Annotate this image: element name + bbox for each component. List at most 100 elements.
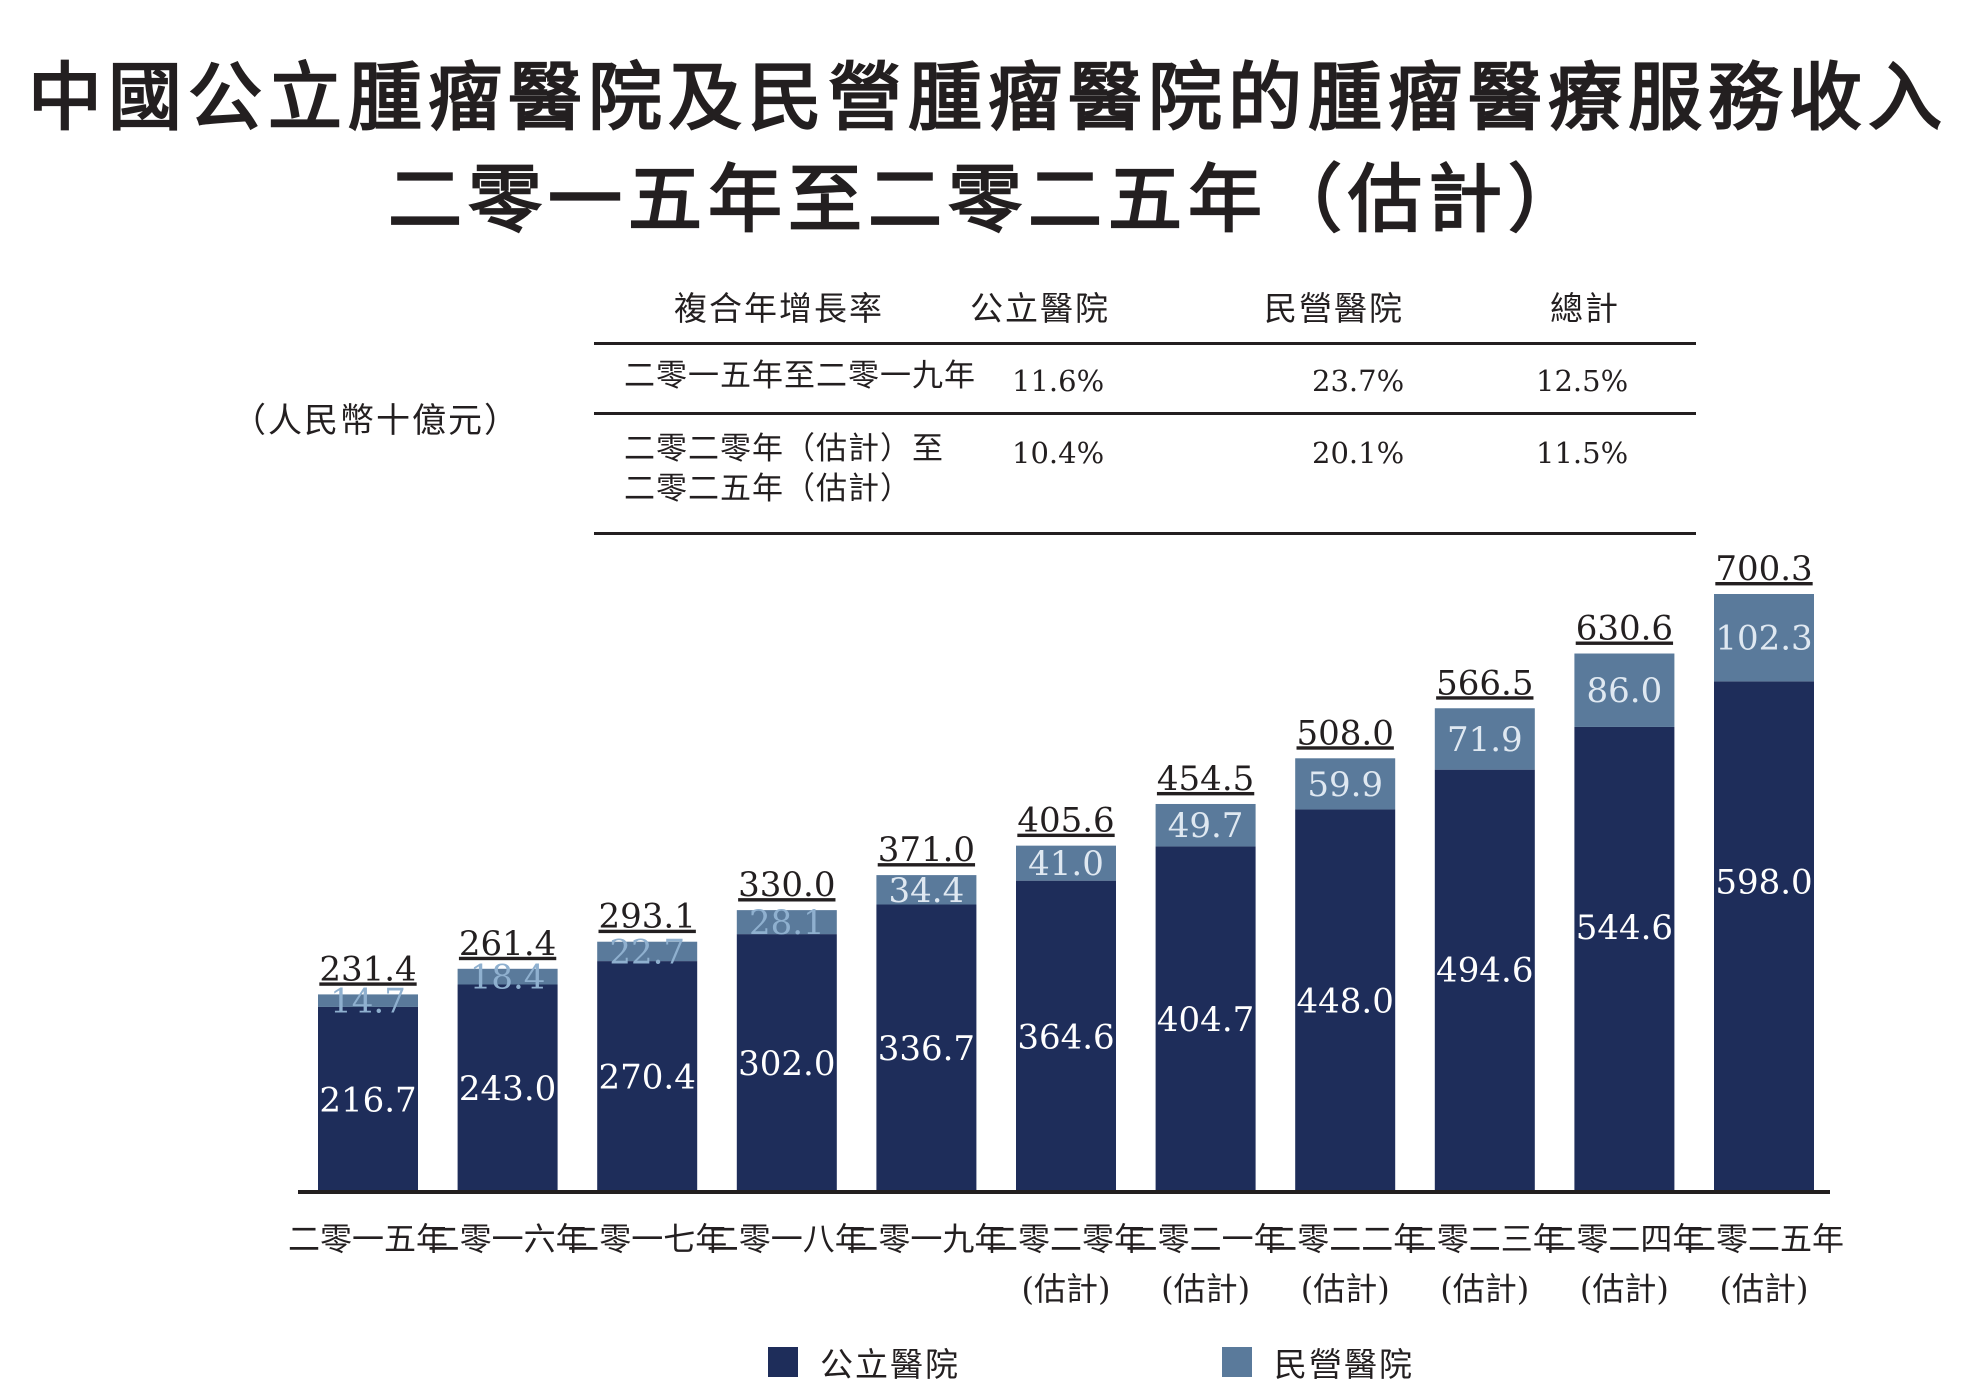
data-label-public: 448.0 <box>1297 982 1394 1022</box>
bar-private <box>457 968 558 985</box>
chart-title: 中國公立腫瘤醫院及民營腫瘤醫院的腫瘤醫療服務收入 <box>28 55 1948 141</box>
data-label-private: 14.7 <box>330 982 406 1022</box>
data-label-public: 270.4 <box>599 1058 696 1098</box>
cagr-row: 二零二零年（估計）至 二零二五年（估計） 10.4% 20.1% 11.5% <box>594 415 1696 532</box>
bar-public <box>1574 726 1675 1192</box>
cagr-table: 複合年增長率 公立醫院 民營醫院 總計 二零一五年至二零一九年 11.6% 23… <box>594 270 1696 535</box>
bar-private <box>1016 845 1116 881</box>
bar-private <box>1574 653 1675 727</box>
x-tick-label: (估計) <box>1301 1270 1390 1308</box>
data-label-public: 243.0 <box>459 1069 556 1109</box>
data-label-private: 102.3 <box>1715 619 1812 659</box>
x-tick-label: 二零一八年 <box>707 1220 867 1258</box>
x-tick-label: 二零二零年 <box>986 1220 1146 1258</box>
x-tick-label: 二零二四年 <box>1544 1220 1704 1258</box>
bar-private <box>736 910 837 935</box>
data-label-public: 336.7 <box>878 1029 975 1069</box>
bar-private <box>876 875 977 905</box>
x-tick-label: 二零二一年 <box>1126 1220 1286 1258</box>
cagr-rule-middle <box>594 412 1696 415</box>
legend-label-private: 民營醫院 <box>1274 1345 1414 1384</box>
x-tick-label: 二零一五年 <box>288 1220 448 1258</box>
bar-private <box>1295 758 1396 810</box>
data-label-public: 494.6 <box>1436 951 1533 991</box>
cagr-rule-top <box>594 342 1696 345</box>
data-label-public: 404.7 <box>1157 1000 1254 1040</box>
bar-public <box>1155 846 1256 1192</box>
cagr-rule-bottom <box>594 532 1696 535</box>
x-tick-label: (估計) <box>1161 1270 1250 1308</box>
data-label-public: 598.0 <box>1715 862 1812 902</box>
data-label-total: 508.0 <box>1297 713 1394 753</box>
cagr-header-private: 民營醫院 <box>1264 289 1404 328</box>
legend-swatch-private <box>1222 1347 1252 1377</box>
bar-public <box>876 904 977 1192</box>
data-label-private: 41.0 <box>1028 844 1104 884</box>
bar-private <box>1155 803 1256 847</box>
cagr-public-value: 10.4% <box>1012 436 1105 470</box>
data-label-private: 28.1 <box>749 903 825 943</box>
unit-label: （人民幣十億元） <box>232 401 520 441</box>
x-tick-label: 二零一九年 <box>846 1220 1006 1258</box>
bar-public <box>1016 880 1116 1192</box>
bar-public <box>1295 809 1396 1192</box>
legend-item-private: 民營醫院 <box>1222 1338 1414 1386</box>
bar-private <box>597 941 698 962</box>
data-label-total: 293.1 <box>599 897 696 937</box>
bar-public <box>597 961 698 1192</box>
bar-private <box>1434 708 1535 770</box>
cagr-period: 二零二零年（估計）至 二零二五年（估計） <box>624 431 944 507</box>
data-label-total: 700.3 <box>1715 549 1812 589</box>
data-label-total: 630.6 <box>1576 609 1673 649</box>
x-tick-label: 二零一六年 <box>428 1220 588 1258</box>
data-label-total: 231.4 <box>319 949 416 989</box>
x-tick-label: 二零一七年 <box>567 1220 727 1258</box>
data-label-public: 302.0 <box>738 1044 835 1084</box>
cagr-period: 二零一五年至二零一九年 <box>624 358 976 394</box>
x-tick-label: 二零二五年 <box>1684 1220 1844 1258</box>
data-label-private: 49.7 <box>1168 806 1244 846</box>
data-label-private: 22.7 <box>609 932 685 972</box>
bar-private <box>1714 594 1814 682</box>
x-tick-label: (估計) <box>1440 1270 1529 1308</box>
x-tick-label: 二零二三年 <box>1405 1220 1565 1258</box>
data-label-private: 59.9 <box>1307 765 1383 805</box>
cagr-row: 二零一五年至二零一九年 11.6% 23.7% 12.5% <box>594 345 1696 412</box>
cagr-public-value: 11.6% <box>1012 364 1105 398</box>
data-label-total: 454.5 <box>1157 759 1254 799</box>
cagr-header-total: 總計 <box>1550 289 1620 328</box>
cagr-header-row: 複合年增長率 公立醫院 民營醫院 總計 <box>594 270 1696 342</box>
data-label-total: 566.5 <box>1436 663 1533 703</box>
bar-public <box>457 984 558 1192</box>
x-tick-label: (估計) <box>1580 1270 1669 1308</box>
data-label-private: 86.0 <box>1587 671 1663 711</box>
legend-label-public: 公立醫院 <box>820 1345 960 1384</box>
data-label-private: 18.4 <box>470 958 546 998</box>
data-label-public: 544.6 <box>1576 908 1673 948</box>
bar-private <box>318 994 418 1007</box>
data-label-total: 261.4 <box>459 924 556 964</box>
x-tick-label: (估計) <box>1720 1270 1809 1308</box>
cagr-header-public: 公立醫院 <box>970 289 1110 328</box>
bar-public <box>1714 681 1814 1192</box>
data-label-public: 216.7 <box>319 1080 416 1120</box>
data-label-total: 405.6 <box>1017 801 1114 841</box>
cagr-total-value: 11.5% <box>1536 436 1629 470</box>
x-tick-label: (估計) <box>1022 1270 1111 1308</box>
bar-public <box>1434 769 1535 1192</box>
legend-swatch-public <box>768 1347 798 1377</box>
bar-public <box>736 934 837 1192</box>
cagr-private-value: 23.7% <box>1312 364 1405 398</box>
legend-item-public: 公立醫院 <box>768 1338 960 1386</box>
cagr-total-value: 12.5% <box>1536 364 1629 398</box>
data-label-public: 364.6 <box>1017 1017 1114 1057</box>
x-tick-label: 二零二二年 <box>1265 1220 1425 1258</box>
cagr-header-label: 複合年增長率 <box>674 289 884 328</box>
data-label-private: 34.4 <box>889 871 965 911</box>
bar-public <box>318 1006 418 1192</box>
data-label-total: 330.0 <box>738 865 835 905</box>
data-label-private: 71.9 <box>1447 720 1523 760</box>
cagr-private-value: 20.1% <box>1312 436 1405 470</box>
chart-subtitle: 二零一五年至二零二五年（估計） <box>388 157 1588 243</box>
